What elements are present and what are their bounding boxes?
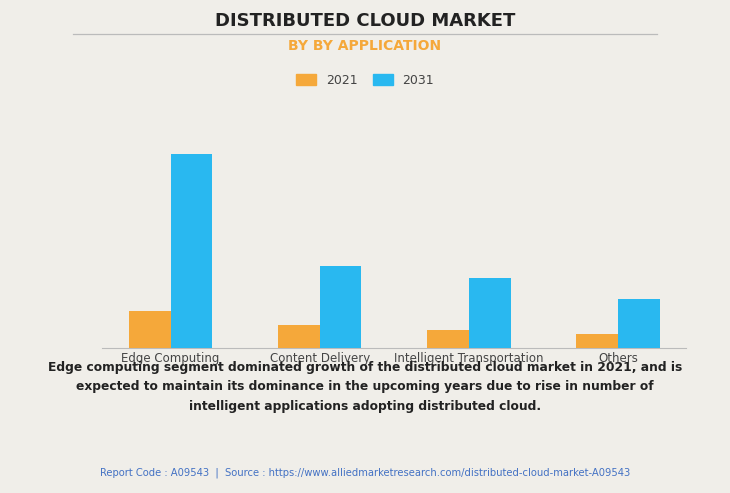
Bar (171, 154, 212, 348)
Text: BY BY APPLICATION: BY BY APPLICATION (288, 39, 442, 53)
Bar (576, 334, 618, 348)
Legend: 2021, 2031: 2021, 2031 (292, 70, 438, 91)
Bar (320, 266, 361, 348)
Bar (618, 299, 660, 348)
Bar (427, 330, 469, 348)
Text: DISTRIBUTED CLOUD MARKET: DISTRIBUTED CLOUD MARKET (215, 12, 515, 31)
Text: Report Code : A09543  |  Source : https://www.alliedmarketresearch.com/distribut: Report Code : A09543 | Source : https://… (100, 467, 630, 478)
Bar (469, 278, 510, 348)
Text: Edge computing segment dominated growth of the distributed cloud market in 2021,: Edge computing segment dominated growth … (48, 361, 682, 413)
Bar (278, 325, 320, 348)
Bar (128, 311, 171, 348)
